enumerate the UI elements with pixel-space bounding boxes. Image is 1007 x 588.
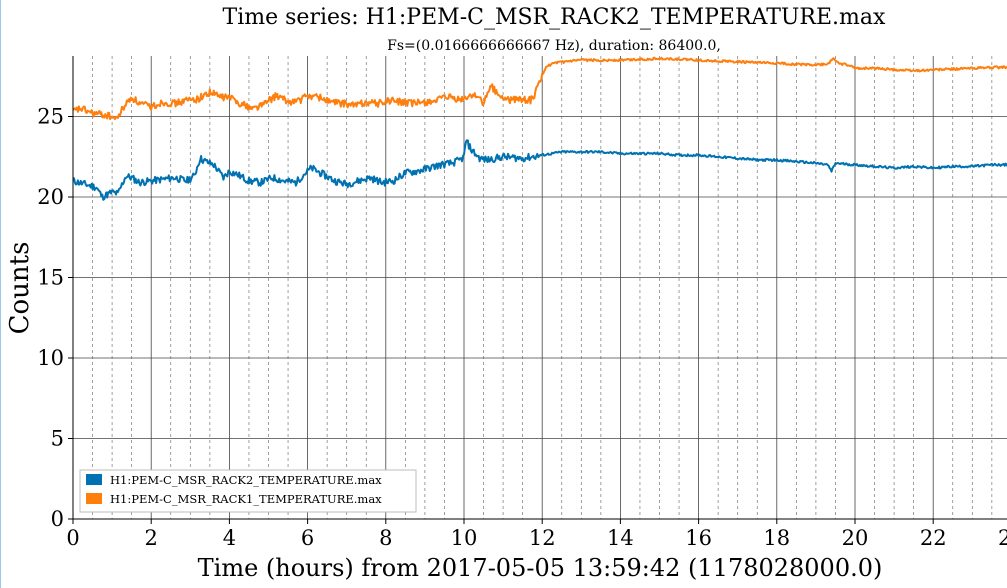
y-tick-label: 20 [37, 185, 64, 209]
x-tick-label: 6 [301, 526, 314, 550]
x-tick-label: 0 [66, 526, 79, 550]
series-line-rack2 [73, 139, 1007, 201]
y-tick-label: 5 [51, 427, 64, 451]
axes [72, 56, 1007, 520]
legend-label-rack1: H1:PEM-C_MSR_RACK1_TEMPERATURE.max [110, 492, 382, 506]
x-tick-label: 24 [998, 526, 1007, 550]
x-tick-label: 18 [763, 526, 790, 550]
x-tick-label: 2 [145, 526, 158, 550]
chart-subtitle: Fs=(0.0166666666667 Hz), duration: 86400… [387, 38, 721, 54]
grid-lines [73, 56, 1007, 519]
series-line-rack1 [73, 56, 1007, 121]
left-window-edge [0, 0, 1, 588]
tick-labels: 0246810121416182022240510152025 [37, 105, 1007, 551]
y-tick-label: 10 [37, 346, 64, 370]
x-tick-label: 10 [451, 526, 478, 550]
x-tick-label: 16 [685, 526, 712, 550]
y-axis-label: Counts [5, 242, 35, 335]
series-layer [73, 56, 1007, 201]
y-tick-label: 25 [37, 105, 64, 129]
legend-label-rack2: H1:PEM-C_MSR_RACK2_TEMPERATURE.max [110, 473, 382, 487]
x-tick-label: 14 [607, 526, 634, 550]
legend-swatch-rack1 [86, 493, 102, 504]
x-tick-label: 8 [379, 526, 392, 550]
x-axis-label: Time (hours) from 2017-05-05 13:59:42 (1… [198, 554, 883, 582]
y-tick-label: 15 [37, 266, 64, 290]
x-tick-label: 12 [529, 526, 556, 550]
chart-title: Time series: H1:PEM-C_MSR_RACK2_TEMPERAT… [223, 5, 886, 30]
x-tick-label: 20 [842, 526, 869, 550]
x-tick-label: 4 [223, 526, 236, 550]
legend-swatch-rack2 [86, 474, 102, 485]
x-tick-label: 22 [920, 526, 947, 550]
legend-box [79, 469, 417, 513]
y-tick-label: 0 [51, 507, 64, 531]
legend: H1:PEM-C_MSR_RACK2_TEMPERATURE.max H1:PE… [79, 469, 417, 513]
